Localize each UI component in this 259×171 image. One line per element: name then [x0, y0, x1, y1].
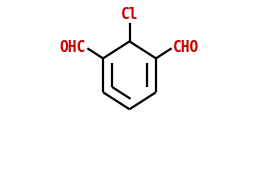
Text: CHO: CHO	[173, 40, 200, 55]
Text: Cl: Cl	[121, 7, 138, 22]
Text: OHC: OHC	[59, 40, 86, 55]
